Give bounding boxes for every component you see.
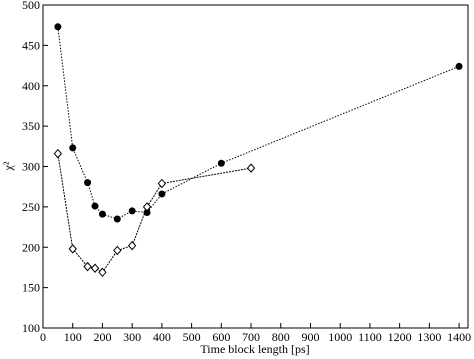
y-tick-label: 350 [22,119,40,133]
y-tick-label: 150 [22,281,40,295]
point [54,23,62,31]
point [128,207,136,215]
y-axis-label: χ² [1,161,15,171]
point [90,263,100,274]
point [246,163,256,173]
x-tick-label: 700 [242,330,260,344]
x-tick-label: 1000 [328,330,352,344]
series-line [57,26,460,220]
point [127,240,137,251]
point [83,261,92,272]
y-tick-label: 300 [22,160,40,174]
point [113,245,122,256]
x-tick-label: 800 [272,330,290,344]
point [217,159,225,167]
x-tick-label: 200 [93,330,111,344]
x-tick-label: 300 [123,330,141,344]
x-tick-label: 600 [212,330,230,344]
point [157,178,167,189]
x-tick-label: 1400 [447,330,471,344]
point [98,210,106,218]
y-tick-label: 400 [22,79,40,93]
y-tick-label: 500 [22,0,40,12]
point [98,267,107,278]
x-tick-label: 500 [183,330,201,344]
point [91,202,99,210]
point [68,244,77,254]
x-tick-label: 1300 [417,330,441,344]
x-tick-label: 1100 [358,330,382,344]
x-tick-label: 100 [64,330,82,344]
y-tick-label: 250 [22,200,40,214]
series-line [57,153,252,273]
point [69,144,77,152]
point [142,202,152,212]
y-tick-label: 100 [22,321,40,335]
x-tick-label: 900 [301,330,319,344]
x-tick-label: 0 [40,330,46,344]
y-tick-label: 200 [22,240,40,254]
point [455,62,463,70]
x-axis-label: Time block length [ps] [200,342,309,356]
point [113,215,121,223]
point [53,148,63,159]
x-tick-label: 400 [153,330,171,344]
point [84,179,92,187]
y-tick-label: 450 [22,38,40,52]
point [158,190,166,198]
x-tick-label: 1200 [388,330,412,344]
plot-frame [42,4,469,329]
